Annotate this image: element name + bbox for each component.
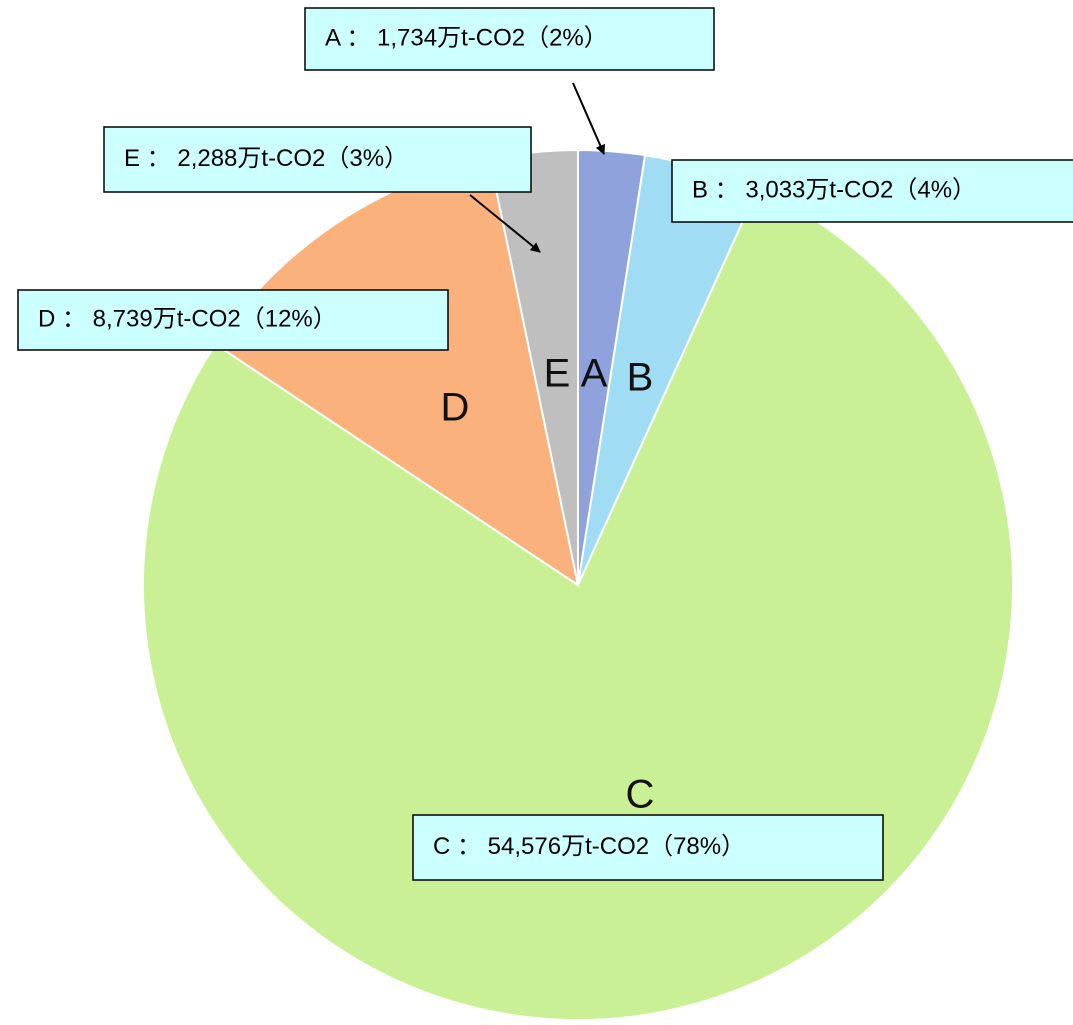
callout-box: [17, 289, 449, 351]
callout-box: [412, 814, 884, 881]
leader-arrow: [469, 194, 541, 253]
slice-label: D: [441, 386, 470, 430]
slice-label: E: [544, 352, 571, 396]
callout-box: [103, 126, 532, 193]
slice-label: B: [627, 356, 654, 400]
data-label: E ： 2,288万t-CO2（3%）: [124, 145, 408, 172]
labels: A A ： 1,734万t-CO2（2%） B B ： 3,033万t-CO2（4%）…: [17, 7, 1073, 881]
data-label: A ： 1,734万t-CO2（2%）: [325, 24, 608, 51]
pie-slice: [142, 187, 1014, 1021]
leader-arrow: [572, 82, 605, 155]
pie: [142, 148, 1014, 1021]
slice-label: C: [626, 773, 655, 817]
data-label: D ： 8,739万t-CO2（12%）: [38, 305, 337, 332]
data-label: C ： 54,576万t-CO2（78%）: [433, 833, 745, 860]
callout-box: [671, 159, 1073, 223]
callout-box: [304, 7, 715, 71]
data-label: B ： 3,033万t-CO2（4%）: [692, 176, 976, 203]
slice-label: A: [581, 352, 608, 396]
